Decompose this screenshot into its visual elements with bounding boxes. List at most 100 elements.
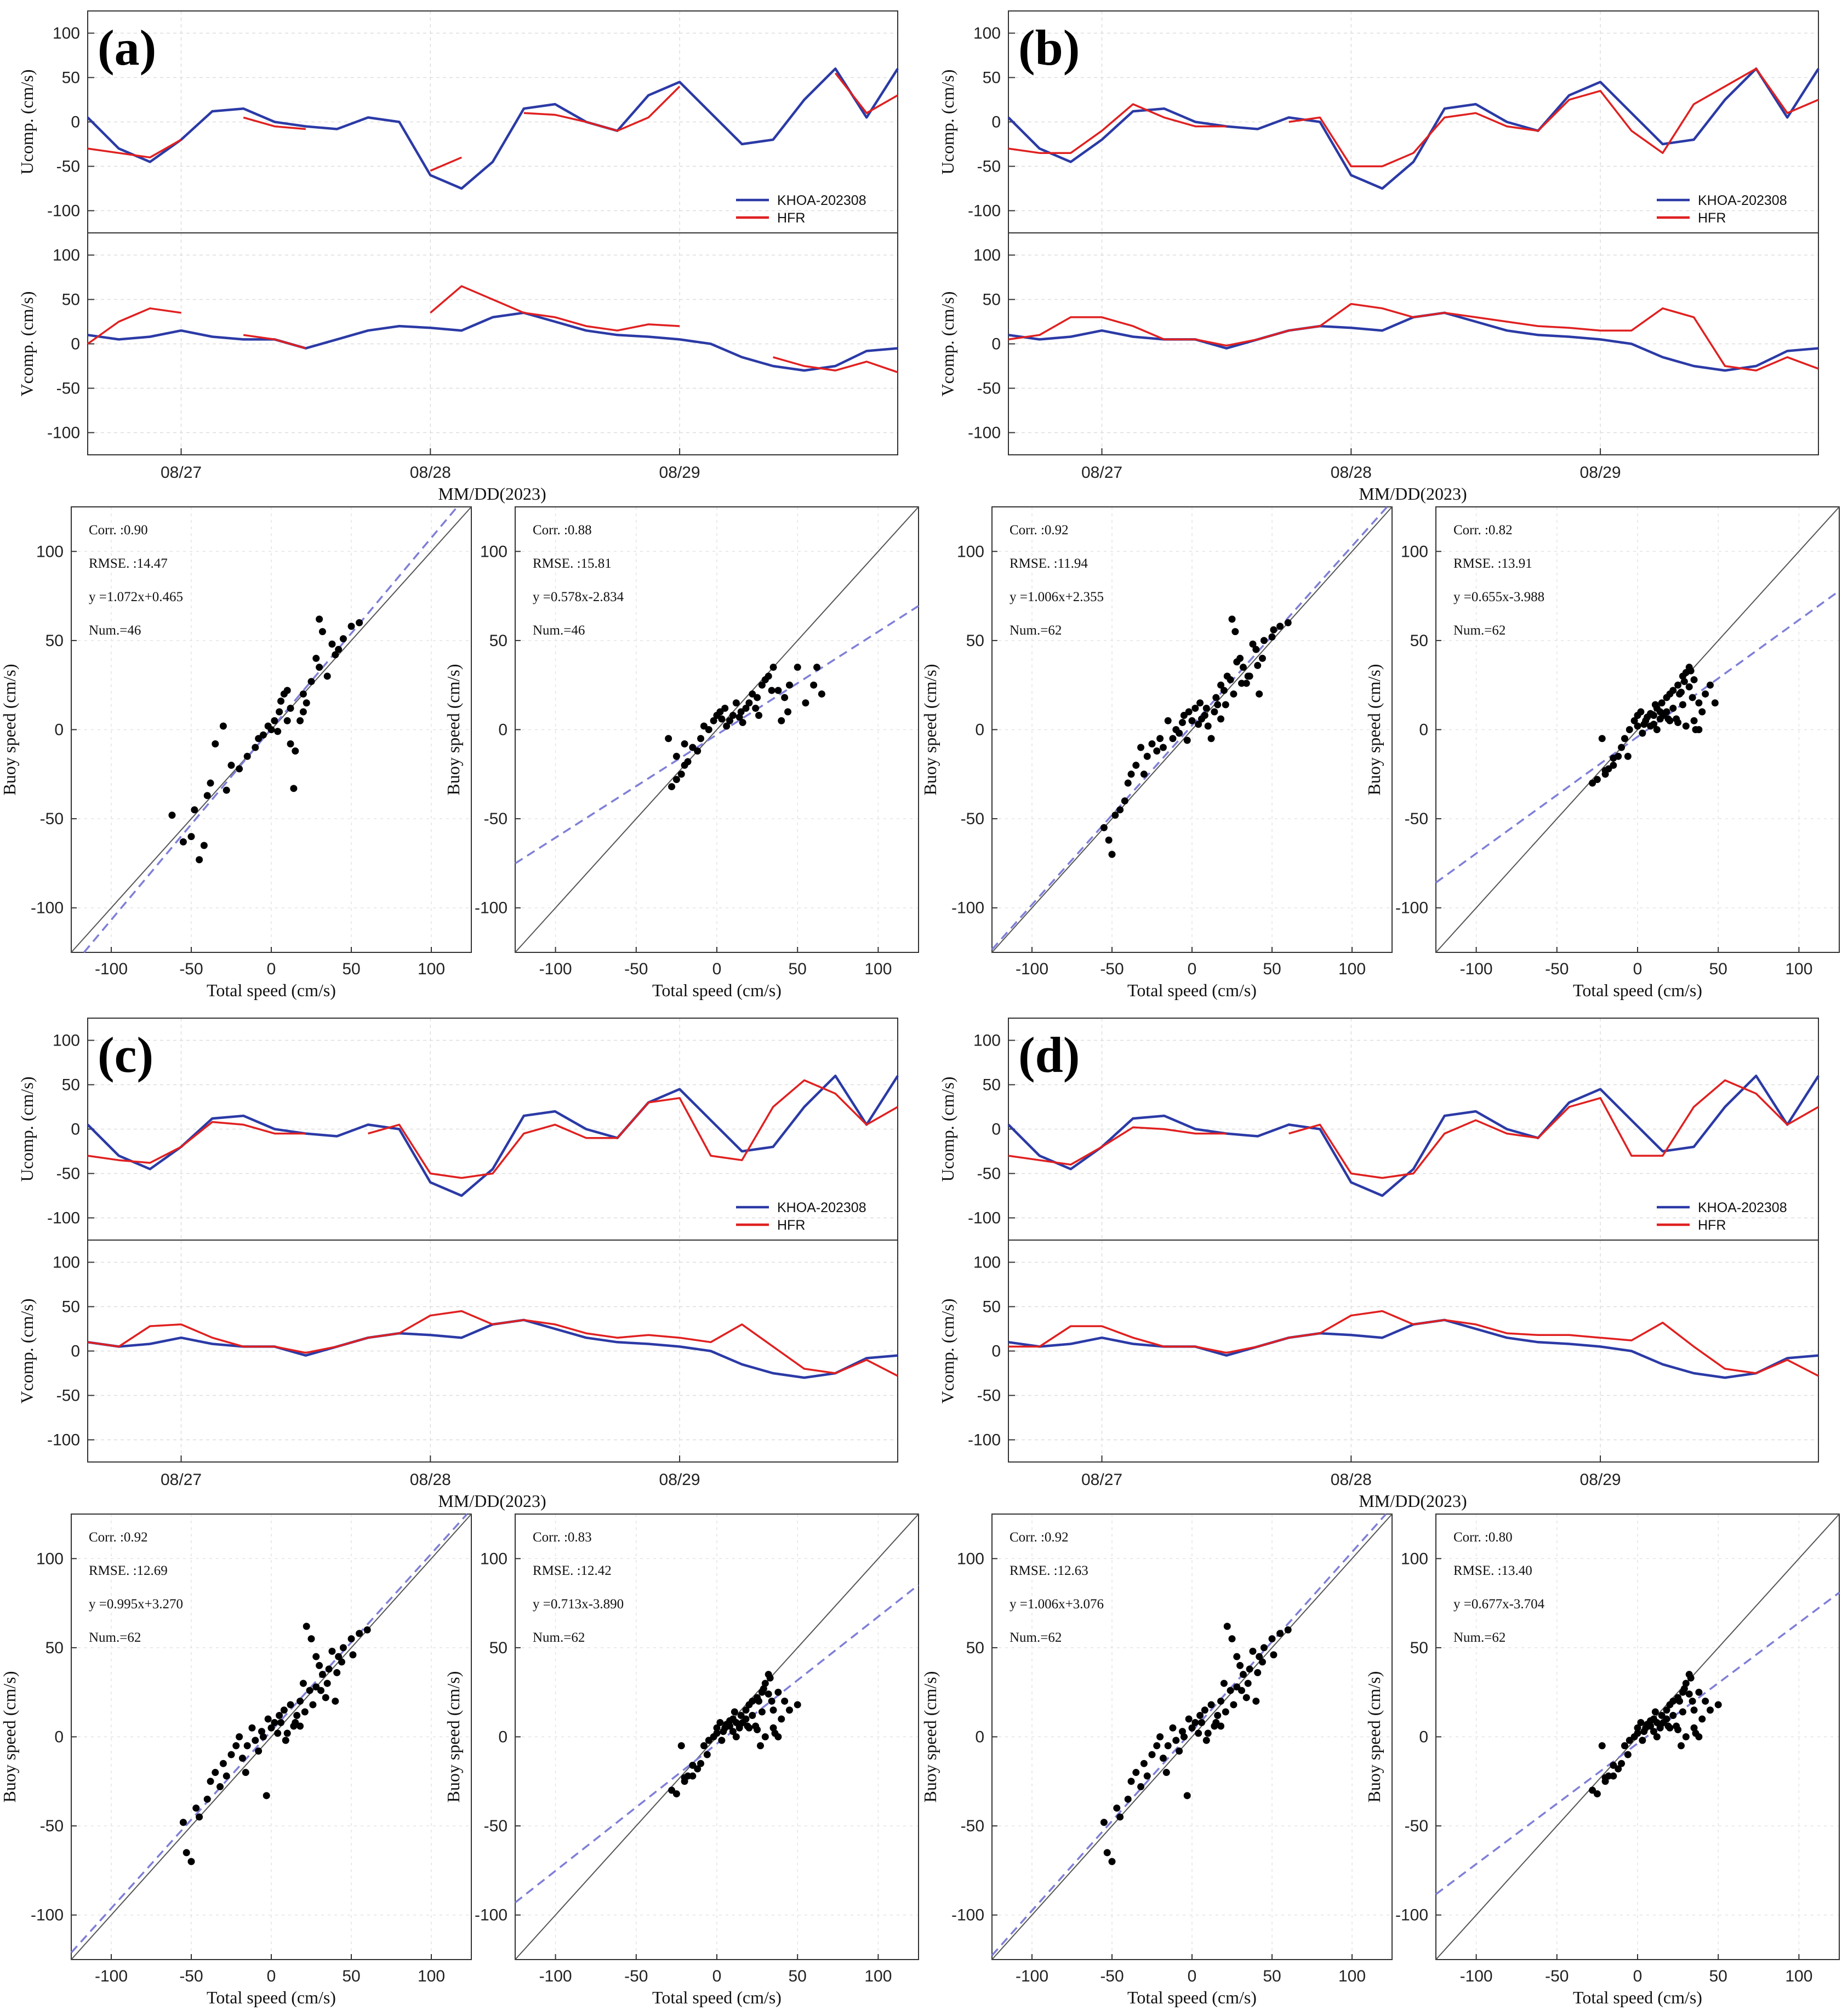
data-point: [1610, 755, 1617, 762]
data-point: [287, 704, 294, 712]
data-point: [1640, 1728, 1648, 1735]
y-tick-label: -50: [56, 158, 80, 176]
data-point: [761, 1680, 769, 1687]
data-point: [1207, 1701, 1215, 1709]
hfr-series-u: [430, 156, 462, 172]
data-point: [723, 722, 731, 730]
x-tick-label: 0: [1633, 1967, 1643, 1985]
data-point: [328, 640, 336, 648]
khoa-series-u: [1007, 1075, 1820, 1197]
x-axis-label: MM/DD(2023): [438, 484, 546, 504]
count-text: Num.=62: [1010, 623, 1062, 638]
x-tick-label: -100: [1460, 1967, 1493, 1985]
y-tick-label: 50: [983, 69, 1001, 87]
data-point: [710, 717, 717, 724]
y-tick-label: -100: [47, 1431, 80, 1449]
data-point: [179, 1819, 187, 1826]
data-point: [1222, 1708, 1229, 1716]
data-point: [252, 1737, 259, 1744]
data-point: [1233, 1653, 1241, 1660]
data-point: [1222, 701, 1229, 709]
data-point: [1685, 683, 1693, 690]
y-axis-label: Vcomp. (cm/s): [17, 292, 37, 397]
data-point: [1690, 676, 1698, 683]
hfr-series-v: [87, 1310, 898, 1377]
data-point: [752, 704, 760, 712]
data-point: [768, 1697, 775, 1705]
data-point: [1159, 744, 1167, 751]
data-point: [1227, 1687, 1234, 1694]
data-point: [1132, 762, 1140, 769]
data-point: [1172, 1737, 1180, 1744]
data-point: [296, 717, 304, 724]
data-point: [1687, 667, 1695, 675]
panel-a: -100 -50 0 50 100 Ucomp. (cm/s) KHOA-202308 HFR…: [0, 10, 919, 1000]
y-tick-label: -100: [951, 899, 984, 917]
x-tick-label: -50: [179, 960, 203, 978]
data-point: [755, 1697, 763, 1705]
data-point: [1698, 1715, 1706, 1723]
y-tick-label: 0: [71, 335, 80, 353]
data-point: [1276, 622, 1284, 630]
regression-line: [514, 1584, 920, 1904]
y-tick-label: -100: [968, 1431, 1001, 1449]
data-point: [1176, 1747, 1183, 1755]
legend-khoa-label: KHOA-202308: [1698, 193, 1787, 208]
data-point: [1254, 661, 1262, 669]
y-tick-label: 50: [62, 1298, 80, 1316]
data-point: [338, 1658, 345, 1666]
x-tick-label: 50: [789, 960, 807, 978]
data-point: [1601, 1774, 1609, 1781]
x-tick-label: 0: [1188, 960, 1197, 978]
data-point: [756, 1742, 764, 1750]
data-point: [1178, 718, 1186, 726]
data-point: [713, 1729, 721, 1737]
data-point: [739, 718, 746, 726]
khoa-series-u: [87, 1075, 899, 1197]
x-tick-label: -50: [1100, 960, 1124, 978]
y-tick-label: -50: [961, 1817, 984, 1835]
data-point: [232, 1742, 240, 1750]
legend-hfr-label: HFR: [777, 1218, 805, 1233]
data-point: [785, 1706, 793, 1714]
data-point: [765, 672, 772, 680]
y-tick-label: -100: [968, 424, 1001, 442]
data-point: [1220, 687, 1228, 694]
data-point: [1244, 1680, 1252, 1687]
y-axis-label: Buoy speed (cm/s): [443, 1671, 463, 1803]
data-point: [668, 783, 676, 791]
x-axis-label: Total speed (cm/s): [652, 1988, 782, 2007]
data-point: [243, 1742, 251, 1750]
hfr-series-u: [87, 139, 182, 159]
y-axis-label: Ucomp. (cm/s): [938, 70, 957, 175]
data-point: [689, 1762, 697, 1769]
data-point: [196, 856, 203, 864]
data-point: [363, 1626, 371, 1634]
rmse-text: RMSE. :12.69: [89, 1563, 168, 1578]
data-point: [328, 1647, 336, 1655]
data-point: [316, 1661, 323, 1669]
data-point: [1201, 1706, 1208, 1714]
data-point: [227, 762, 235, 769]
data-point: [1164, 1742, 1172, 1750]
data-point: [271, 717, 278, 724]
data-point: [274, 728, 282, 735]
hfr-series-u: [243, 116, 306, 130]
rmse-text: RMSE. :11.94: [1010, 556, 1088, 571]
data-point: [1249, 640, 1257, 648]
x-tick-label: 100: [1785, 1967, 1812, 1985]
data-point: [207, 1778, 214, 1785]
corr-text: Corr. :0.92: [1010, 1530, 1069, 1545]
data-point: [716, 1718, 724, 1726]
corr-text: Corr. :0.92: [1010, 523, 1069, 538]
y-tick-label: -50: [1405, 810, 1428, 828]
y-tick-label: 0: [54, 721, 64, 739]
y-tick-label: -50: [56, 1387, 80, 1405]
x-tick-label: 100: [1785, 960, 1812, 978]
data-point: [271, 1718, 278, 1726]
x-tick-label: 50: [342, 960, 360, 978]
panel-b: -100 -50 0 50 100 Ucomp. (cm/s) KHOA-202308 HFR…: [920, 10, 1840, 1000]
data-point: [323, 1680, 331, 1687]
data-point: [1674, 681, 1682, 689]
data-point: [1682, 722, 1690, 730]
